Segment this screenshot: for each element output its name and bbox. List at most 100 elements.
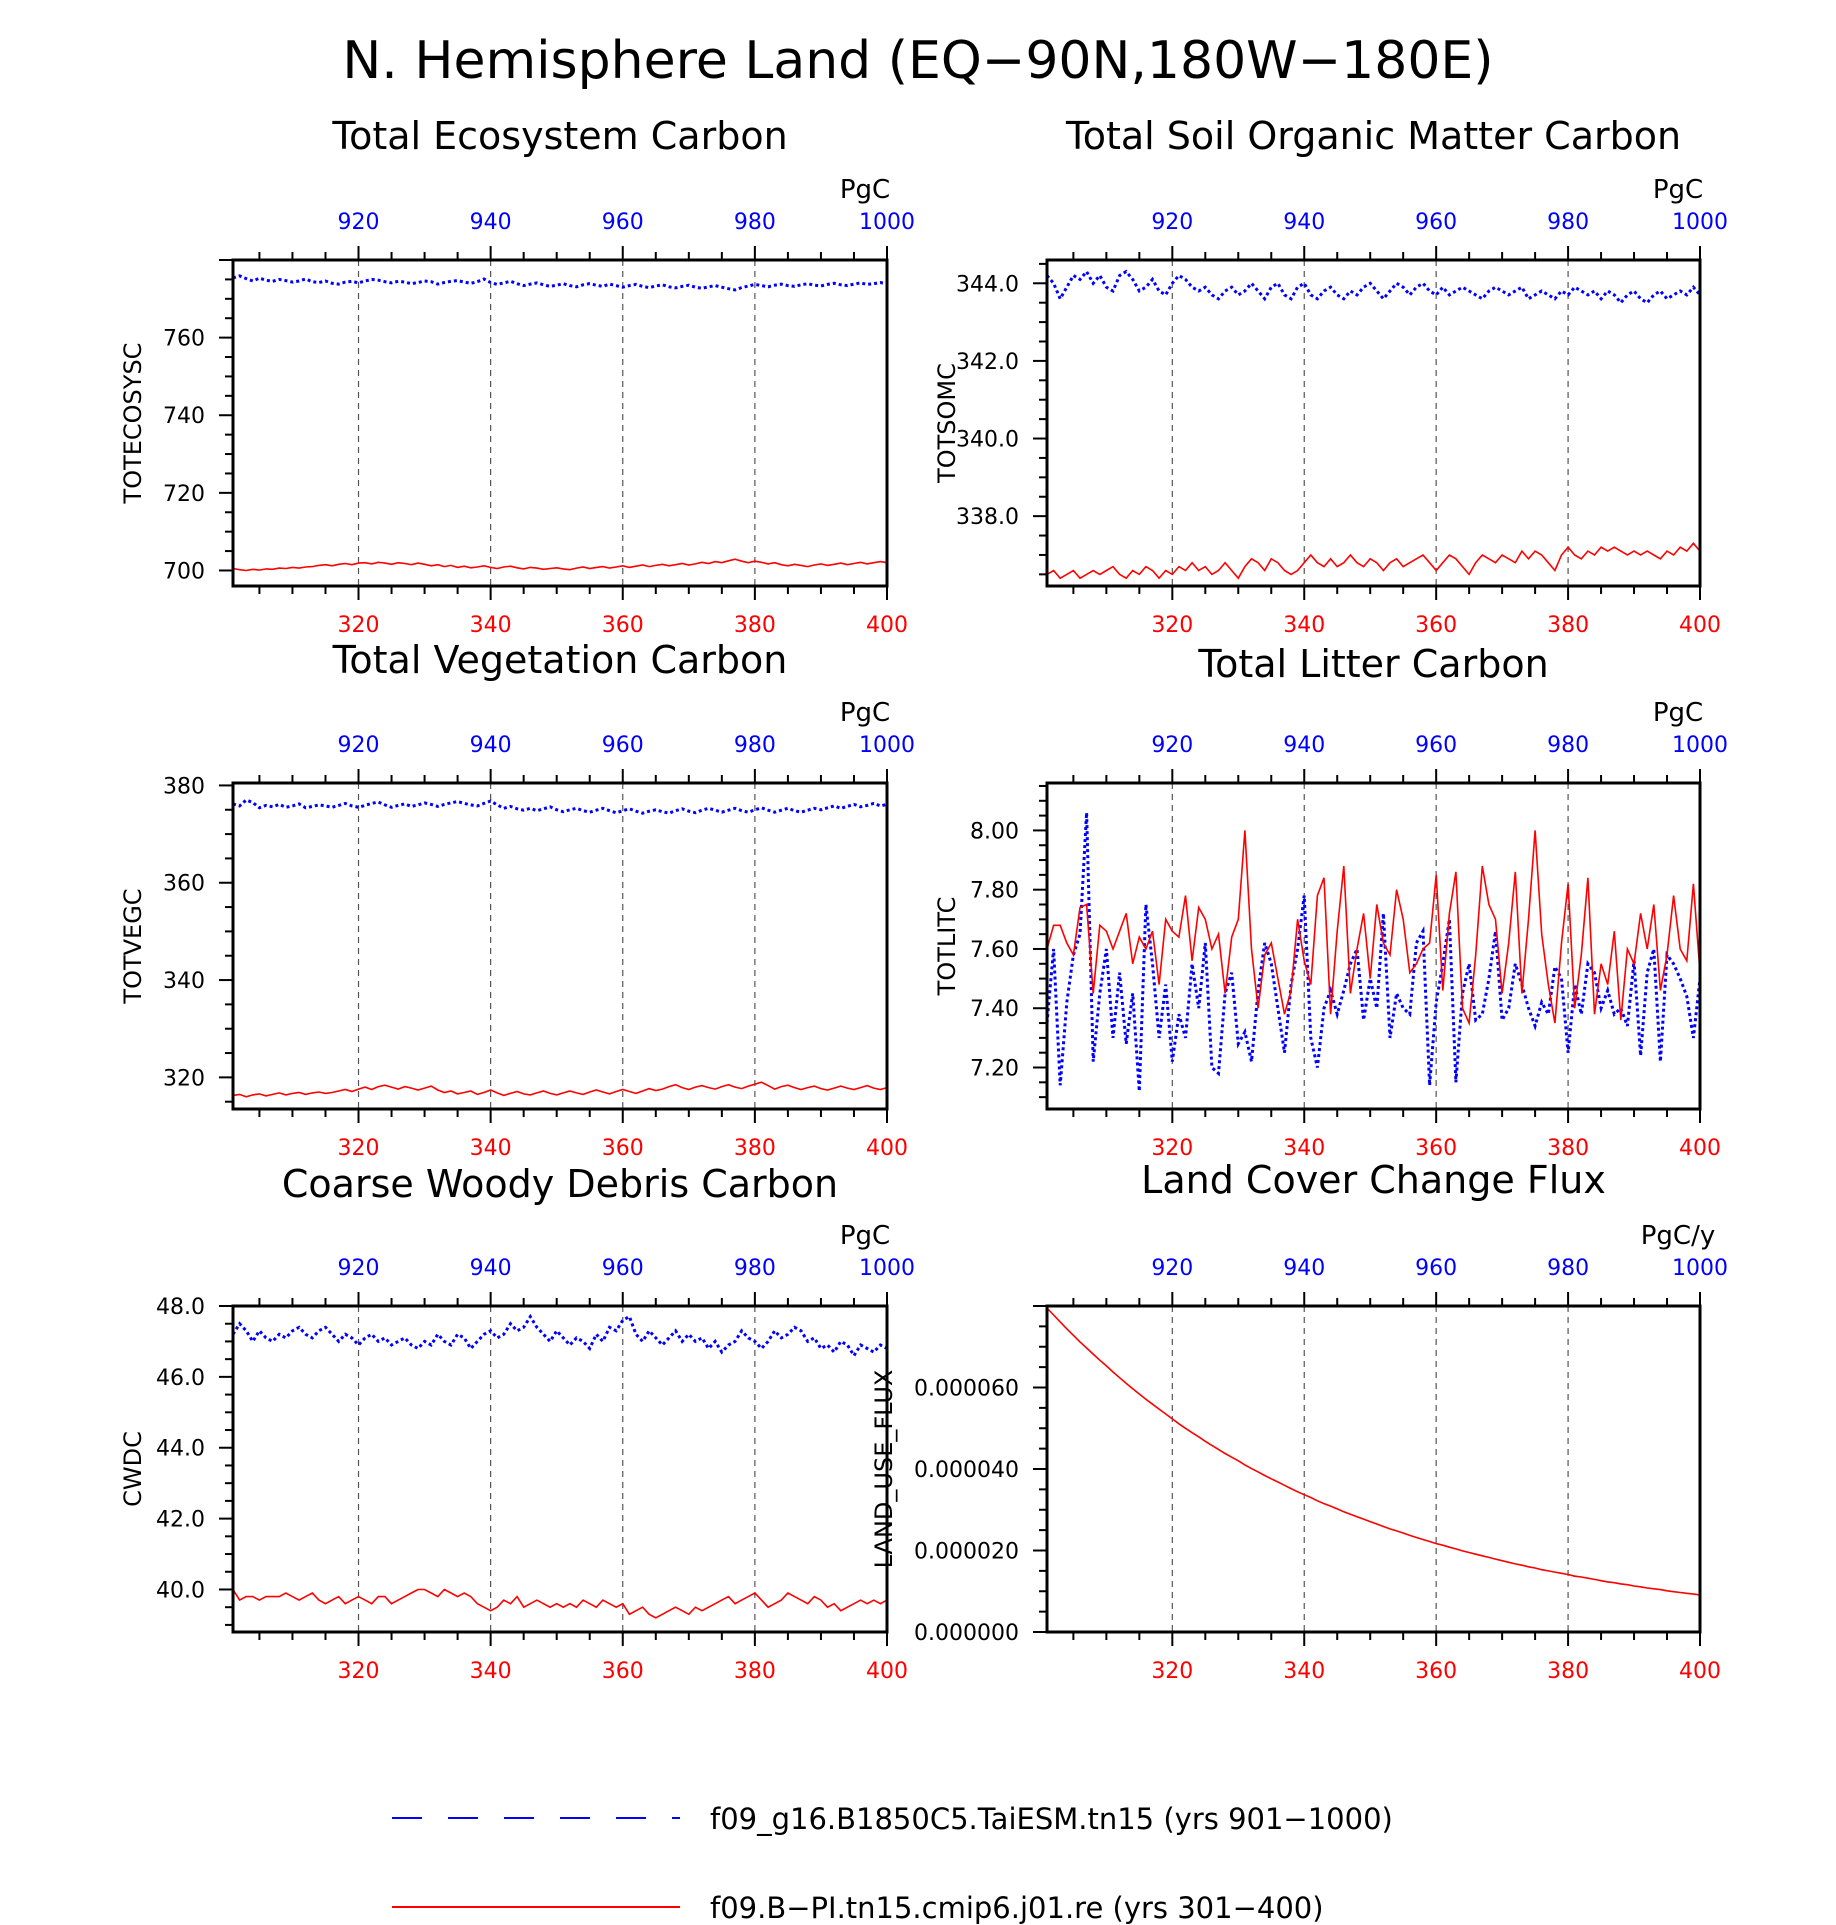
panel-totvegc-series-red [232,1081,888,1098]
panel-cwdc-ylabel: CWDC [119,1431,147,1507]
panel-totsomc-top-tick-label: 980 [1547,210,1589,235]
panel-cwdc-bottom-tick-label: 380 [734,1659,776,1684]
panel-cwdc-bottom-tick-label: 320 [338,1659,380,1684]
panel-land-use-flux-bottom-tick-label: 340 [1283,1659,1325,1684]
panel-totvegc: Total Vegetation Carbon PgC TOTVEGC 320 340 3… [119,638,915,1161]
panel-totlitc-bottom-tick-label: 360 [1415,1136,1457,1161]
panel-land-use-flux-bottom-tick-label: 360 [1415,1659,1457,1684]
panel-cwdc-series-red [232,1588,888,1619]
panel-cwdc-top-tick-label: 960 [602,1256,644,1281]
panel-totvegc-top-tick-label: 980 [734,733,776,758]
panel-totvegc-top-tick-label: 960 [602,733,644,758]
panel-totsomc-bottom-tick-label: 360 [1415,613,1457,638]
panel-totecosysc-y-tick-label: 760 [163,327,205,352]
panel-cwdc-unit: PgC [840,1221,890,1251]
panel-land-use-flux-y-tick-label: 0.000000 [914,1621,1019,1646]
panel-land-use-flux-y-tick-label: 0.000020 [914,1540,1019,1565]
panel-totlitc-top-tick-label: 1000 [1672,733,1728,758]
panel-totsomc-top-tick-label: 1000 [1672,210,1728,235]
panel-land-use-flux-y-tick-label: 0.000040 [914,1458,1019,1483]
panel-cwdc-y-tick-label: 40.0 [156,1578,205,1603]
panel-cwdc-top-tick-label: 980 [734,1256,776,1281]
panel-cwdc-y-tick-label: 48.0 [156,1295,205,1320]
panel-totecosysc-bottom-tick-label: 320 [338,613,380,638]
panel-totsomc-ylabel: TOTSOMC [933,363,961,484]
panel-totlitc-top-tick-label: 940 [1283,733,1325,758]
panel-land-use-flux-unit: PgC/y [1641,1221,1715,1251]
panel-totlitc-bottom-tick-label: 320 [1151,1136,1193,1161]
panel-totsomc-y-tick-label: 342.0 [956,350,1019,375]
panel-totvegc-bottom-tick-label: 380 [734,1136,776,1161]
panel-cwdc-series-blue [231,1313,888,1359]
panel-cwdc-bottom-tick-label: 360 [602,1659,644,1684]
panel-totecosysc-unit: PgC [840,175,890,205]
panel-totsomc-top-tick-label: 960 [1415,210,1457,235]
panel-totlitc-title: Total Litter Carbon [1197,642,1548,686]
panel-totecosysc-top-tick-label: 920 [338,210,380,235]
panel-totecosysc-top-tick-label: 940 [470,210,512,235]
panel-totecosysc-top-tick-label: 1000 [859,210,915,235]
panel-totsomc-bottom-tick-label: 400 [1679,613,1721,638]
panel-totlitc-bottom-tick-label: 380 [1547,1136,1589,1161]
panel-cwdc-bottom-tick-label: 340 [470,1659,512,1684]
panel-totecosysc-top-tick-label: 960 [602,210,644,235]
figure-title: N. Hemisphere Land (EQ−90N,180W−180E) [342,31,1493,91]
panel-land-use-flux-ylabel: LAND_USE_FLUX [870,1370,898,1569]
panel-cwdc-bottom-tick-label: 400 [866,1659,908,1684]
panel-land-use-flux-bottom-tick-label: 400 [1679,1659,1721,1684]
panel-totecosysc-title: Total Ecosystem Carbon [331,114,787,158]
panel-totecosysc-bottom-tick-label: 380 [734,613,776,638]
panel-totsomc-bottom-tick-label: 320 [1151,613,1193,638]
panel-totlitc-bottom-tick-label: 400 [1679,1136,1721,1161]
panel-totsomc-series-red [1046,542,1701,580]
panel-totlitc: Total Litter Carbon PgC TOTLITC 320 340 360 38… [933,642,1728,1161]
panel-totecosysc-top-tick-label: 980 [734,210,776,235]
panel-totlitc-top-tick-label: 920 [1151,733,1193,758]
panel-totlitc-y-tick-label: 7.20 [970,1057,1019,1082]
panel-totvegc-y-tick-label: 320 [163,1066,205,1091]
panel-land-use-flux-bottom-tick-label: 320 [1151,1659,1193,1684]
panel-totvegc-top-tick-label: 920 [338,733,380,758]
panel-land-use-flux-y-tick-label: 0.000060 [914,1377,1019,1402]
panel-totsomc-y-tick-label: 338.0 [956,505,1019,530]
panel-totecosysc-frame [231,258,889,588]
panel-totlitc-y-tick-label: 7.60 [970,938,1019,963]
panel-totlitc-unit: PgC [1653,698,1703,728]
panel-cwdc-frame [231,1304,889,1634]
panel-totecosysc-bottom-tick-label: 340 [470,613,512,638]
panel-totlitc-series-red [1046,830,1701,1027]
panel-totsomc-top-tick-label: 920 [1151,210,1193,235]
panel-land-use-flux-title: Land Cover Change Flux [1141,1158,1606,1202]
panel-totecosysc-bottom-tick-label: 400 [866,613,908,638]
panel-totlitc-y-tick-label: 8.00 [970,819,1019,844]
panel-cwdc-y-tick-label: 44.0 [156,1437,205,1462]
panel-land-use-flux-series-red [1046,1307,1701,1596]
panel-cwdc-y-tick-label: 42.0 [156,1508,205,1533]
panel-cwdc-top-tick-label: 1000 [859,1256,915,1281]
panel-totvegc-bottom-tick-label: 340 [470,1136,512,1161]
panel-totlitc-bottom-tick-label: 340 [1283,1136,1325,1161]
panel-cwdc-top-tick-label: 920 [338,1256,380,1281]
panel-totvegc-top-tick-label: 1000 [859,733,915,758]
panel-totvegc-frame [231,781,889,1111]
panel-totecosysc: Total Ecosystem Carbon PgC TOTECOSYSC 320 34… [119,114,915,638]
panel-totlitc-top-tick-label: 960 [1415,733,1457,758]
panel-land-use-flux-top-tick-label: 940 [1283,1256,1325,1281]
panel-land-use-flux-top-tick-label: 960 [1415,1256,1457,1281]
panel-totsomc-y-tick-label: 340.0 [956,428,1019,453]
panel-totsomc: Total Soil Organic Matter Carbon PgC TOTSO… [933,114,1728,638]
panel-totsomc-unit: PgC [1653,175,1703,205]
panel-land-use-flux-top-tick-label: 1000 [1672,1256,1728,1281]
panel-totvegc-bottom-tick-label: 400 [866,1136,908,1161]
panel-totvegc-y-tick-label: 380 [163,774,205,799]
panel-totecosysc-y-tick-label: 700 [163,559,205,584]
panel-totsomc-title: Total Soil Organic Matter Carbon [1065,114,1681,158]
panel-cwdc-y-tick-label: 46.0 [156,1366,205,1391]
panel-totsomc-y-tick-label: 344.0 [956,272,1019,297]
panel-totvegc-y-tick-label: 360 [163,872,205,897]
panel-totecosysc-series-red [232,558,888,572]
legend: f09_g16.B1850C5.TaiESM.tn15 (yrs 901−100… [392,1802,1393,1925]
panel-totlitc-y-tick-label: 7.40 [970,997,1019,1022]
